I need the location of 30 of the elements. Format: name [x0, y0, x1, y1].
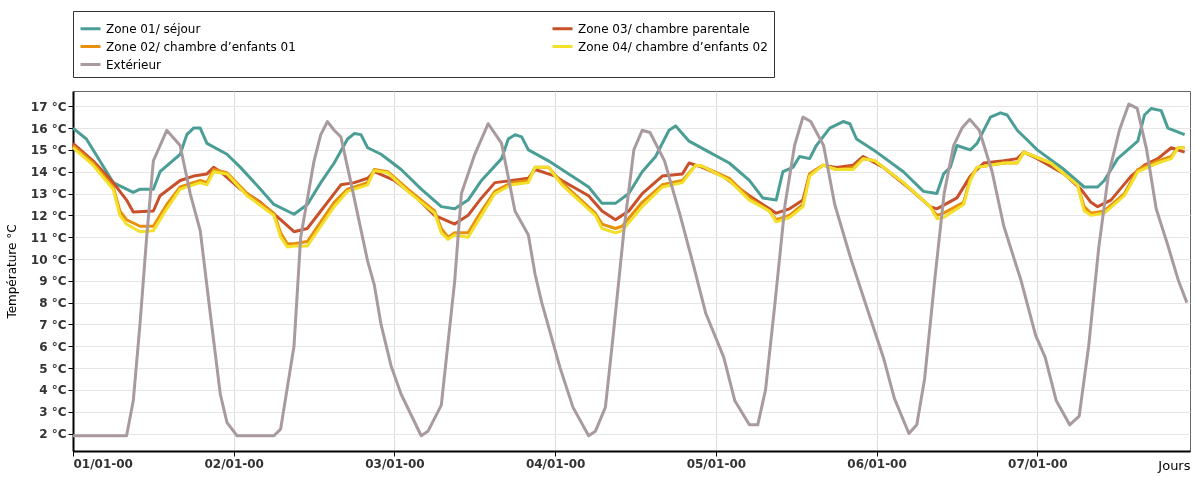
x-tick-label: 02/01-00 — [204, 456, 264, 471]
y-tick-label: 3 °C — [39, 405, 67, 420]
y-tick-label: 11 °C — [30, 230, 67, 245]
y-tick-label: 8 °C — [39, 296, 67, 311]
y-tick-label: 7 °C — [39, 317, 67, 332]
y-tick-label: 13 °C — [30, 187, 67, 202]
y-tick-label: 10 °C — [30, 252, 67, 267]
y-tick-label: 2 °C — [39, 427, 67, 442]
x-tick-label: 05/01-00 — [686, 456, 747, 471]
x-tick-label: 04/01-00 — [525, 456, 586, 471]
legend-label: Zone 02/ chambre d’enfants 01 — [106, 39, 296, 54]
x-tick-label: 01/01-00 — [73, 456, 133, 471]
legend-label: Zone 04/ chambre d’enfants 02 — [578, 39, 768, 54]
y-tick-label: 5 °C — [39, 361, 67, 376]
y-tick-label: 4 °C — [39, 383, 67, 398]
y-tick-label: 6 °C — [39, 339, 67, 354]
legend-label: Zone 03/ chambre parentale — [578, 21, 750, 36]
y-tick-label: 9 °C — [39, 274, 67, 289]
x-tick-label: 06/01-00 — [847, 456, 907, 471]
y-tick-label: 14 °C — [30, 165, 67, 180]
y-tick-label: 15 °C — [30, 143, 67, 158]
y-axis-title: Température °C — [4, 224, 19, 320]
y-tick-label: 17 °C — [30, 99, 67, 114]
y-tick-label: 12 °C — [30, 208, 67, 223]
legend-label: Zone 01/ séjour — [106, 21, 201, 36]
x-axis-title: Jours — [1157, 457, 1191, 473]
y-tick-label: 16 °C — [30, 121, 67, 136]
x-tick-label: 03/01-00 — [365, 456, 425, 471]
x-tick-label: 07/01-00 — [1008, 456, 1068, 471]
legend-label: Extérieur — [106, 57, 162, 72]
